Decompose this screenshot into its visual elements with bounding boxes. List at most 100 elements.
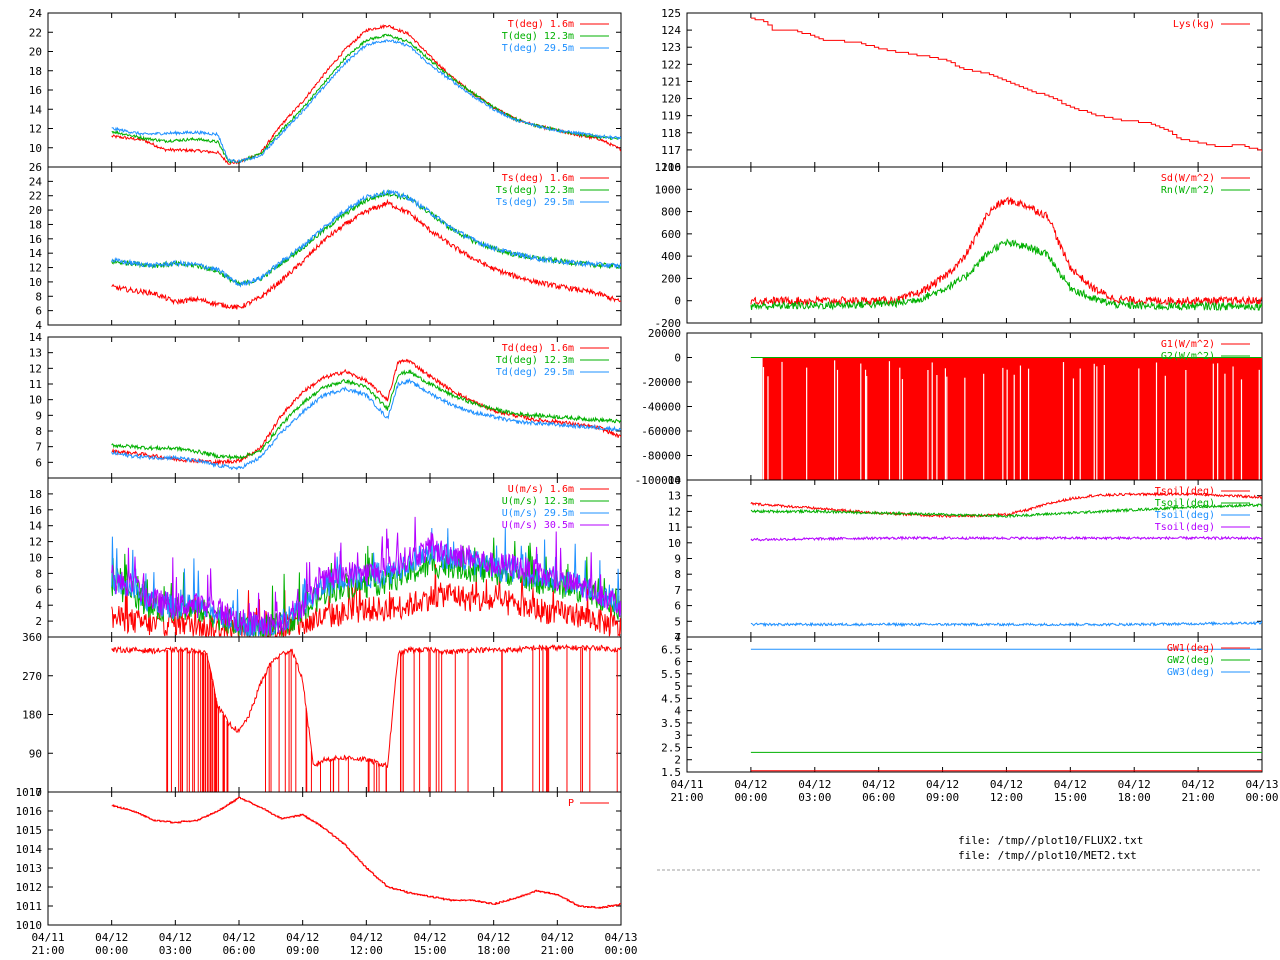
y-tick-label: 6 (674, 656, 681, 669)
x-tick-time: 09:00 (286, 944, 319, 957)
y-tick-label: 10 (29, 276, 42, 289)
x-tick-time: 00:00 (734, 791, 767, 804)
legend-label: T(deg) 29.5m (502, 43, 574, 54)
x-tick-date: 04/12 (159, 931, 192, 944)
x-tick-time: 03:00 (159, 944, 192, 957)
y-tick-label: 4 (35, 319, 42, 332)
y-tick-label: 1015 (16, 824, 43, 837)
series-t-1 (111, 33, 621, 164)
y-tick-label: 1011 (16, 900, 43, 913)
y-tick-label: 1012 (16, 881, 43, 894)
y-tick-label: 7 (674, 584, 681, 597)
y-tick-label: 118 (661, 127, 681, 140)
x-tick-date: 04/13 (1245, 778, 1278, 791)
y-tick-label: 4 (35, 599, 42, 612)
y-tick-label: 22 (29, 190, 42, 203)
legend-label: GW3(deg) (1167, 667, 1215, 678)
panel-wd: 0 90 180 270 360 (22, 631, 622, 799)
y-tick-label: 124 (661, 24, 681, 37)
y-tick-label: 119 (661, 110, 681, 123)
series-group (111, 189, 621, 310)
y-tick-label: -80000 (641, 450, 681, 463)
y-tick-label: 10 (29, 394, 42, 407)
x-tick-date: 04/12 (926, 778, 959, 791)
y-tick-label: 0 (674, 295, 681, 308)
x-tick-date: 04/12 (222, 931, 255, 944)
series-u-3 (111, 516, 621, 636)
y-tick-label: 20000 (648, 327, 681, 340)
x-tick-time: 21:00 (31, 944, 64, 957)
x-tick-date: 04/12 (798, 778, 831, 791)
x-tick-time: 12:00 (350, 944, 383, 957)
series-t-2 (111, 39, 621, 164)
x-tick-date: 04/12 (350, 931, 383, 944)
y-tick-label: 12 (29, 536, 42, 549)
y-tick-label: 1010 (16, 919, 43, 932)
panel-p: 1010 1011 1012 1013 1014 1015 1016 1017 P (16, 786, 622, 932)
series-tsoil-3 (750, 535, 1262, 542)
y-tick-label: 1016 (16, 805, 43, 818)
y-tick-label: 11 (668, 521, 681, 534)
y-tick-label: 1013 (16, 862, 43, 875)
series-group (111, 358, 621, 471)
y-tick-label: 122 (661, 58, 681, 71)
y-tick-label: 20 (29, 46, 42, 59)
x-tick-time: 03:00 (798, 791, 831, 804)
y-tick-label: 18 (29, 488, 42, 501)
series-group (111, 24, 621, 165)
series-ts-2 (111, 189, 621, 288)
series-tsoil-2 (750, 620, 1262, 628)
x-tick-time: 00:00 (604, 944, 637, 957)
x-tick-date: 04/12 (477, 931, 510, 944)
y-tick-label: 16 (29, 233, 42, 246)
legend-label: Ts(deg) 29.5m (496, 197, 574, 208)
y-tick-label: 6 (35, 456, 42, 469)
y-tick-label: -40000 (641, 401, 681, 414)
y-tick-label: 14 (29, 520, 43, 533)
series-group (750, 491, 1262, 628)
panel-lys: 116 117 118 119 120 121 122 123 124 125 Lys(kg) (661, 7, 1263, 174)
y-tick-label: 0 (674, 352, 681, 365)
x-tick-date: 04/11 (31, 931, 64, 944)
series-tsoil-1 (750, 503, 1262, 519)
legend-label: G2(W/m^2) (1161, 351, 1215, 362)
series-u-0 (111, 564, 621, 637)
y-tick-label: 400 (661, 250, 681, 263)
y-tick-label: 360 (22, 631, 42, 644)
y-tick-label: 24 (29, 175, 43, 188)
y-tick-label: -60000 (641, 425, 681, 438)
x-tick-time: 12:00 (990, 791, 1023, 804)
legend-label: Ts(deg) 1.6m (502, 173, 574, 184)
x-tick-date: 04/11 (670, 778, 703, 791)
series-p-0 (111, 796, 621, 909)
legend-label: Lys(kg) (1173, 19, 1215, 30)
x-tick-time: 15:00 (1054, 791, 1087, 804)
series-flux-0 (750, 196, 1262, 307)
legend-label: GW2(deg) (1167, 655, 1215, 666)
y-tick-label: 2 (674, 754, 681, 767)
series-tsoil-0 (750, 491, 1262, 519)
series-td-2 (111, 377, 621, 471)
y-tick-label: 14 (29, 331, 43, 344)
legend-label: Td(deg) 1.6m (502, 343, 574, 354)
panel-g: -100000 -80000 -60000 -40000 -20000 0 20000 G1(… (635, 327, 1263, 487)
legend-label: Sd(W/m^2) (1161, 173, 1215, 184)
y-tick-label: 90 (29, 747, 42, 760)
y-tick-label: 10 (29, 552, 42, 565)
legend-label: Rn(W/m^2) (1161, 185, 1215, 196)
y-tick-label: 5 (674, 680, 681, 693)
x-tick-date: 04/12 (1054, 778, 1087, 791)
y-tick-label: 120 (661, 93, 681, 106)
y-tick-label: 5.5 (661, 668, 681, 681)
panel-tsoil: 4567891011121314Tsoil(deg)Tsoil(deg)Tsoi… (668, 474, 1263, 644)
y-tick-label: 123 (661, 41, 681, 54)
series-group (750, 357, 1262, 480)
file-label-flux: file: /tmp//plot10/FLUX2.txt (958, 834, 1144, 847)
x-tick-time: 18:00 (1118, 791, 1151, 804)
panel-frame (686, 636, 1263, 773)
series-u-2 (111, 527, 621, 637)
x-tick-date: 04/12 (286, 931, 319, 944)
y-tick-label: 8 (35, 425, 42, 438)
